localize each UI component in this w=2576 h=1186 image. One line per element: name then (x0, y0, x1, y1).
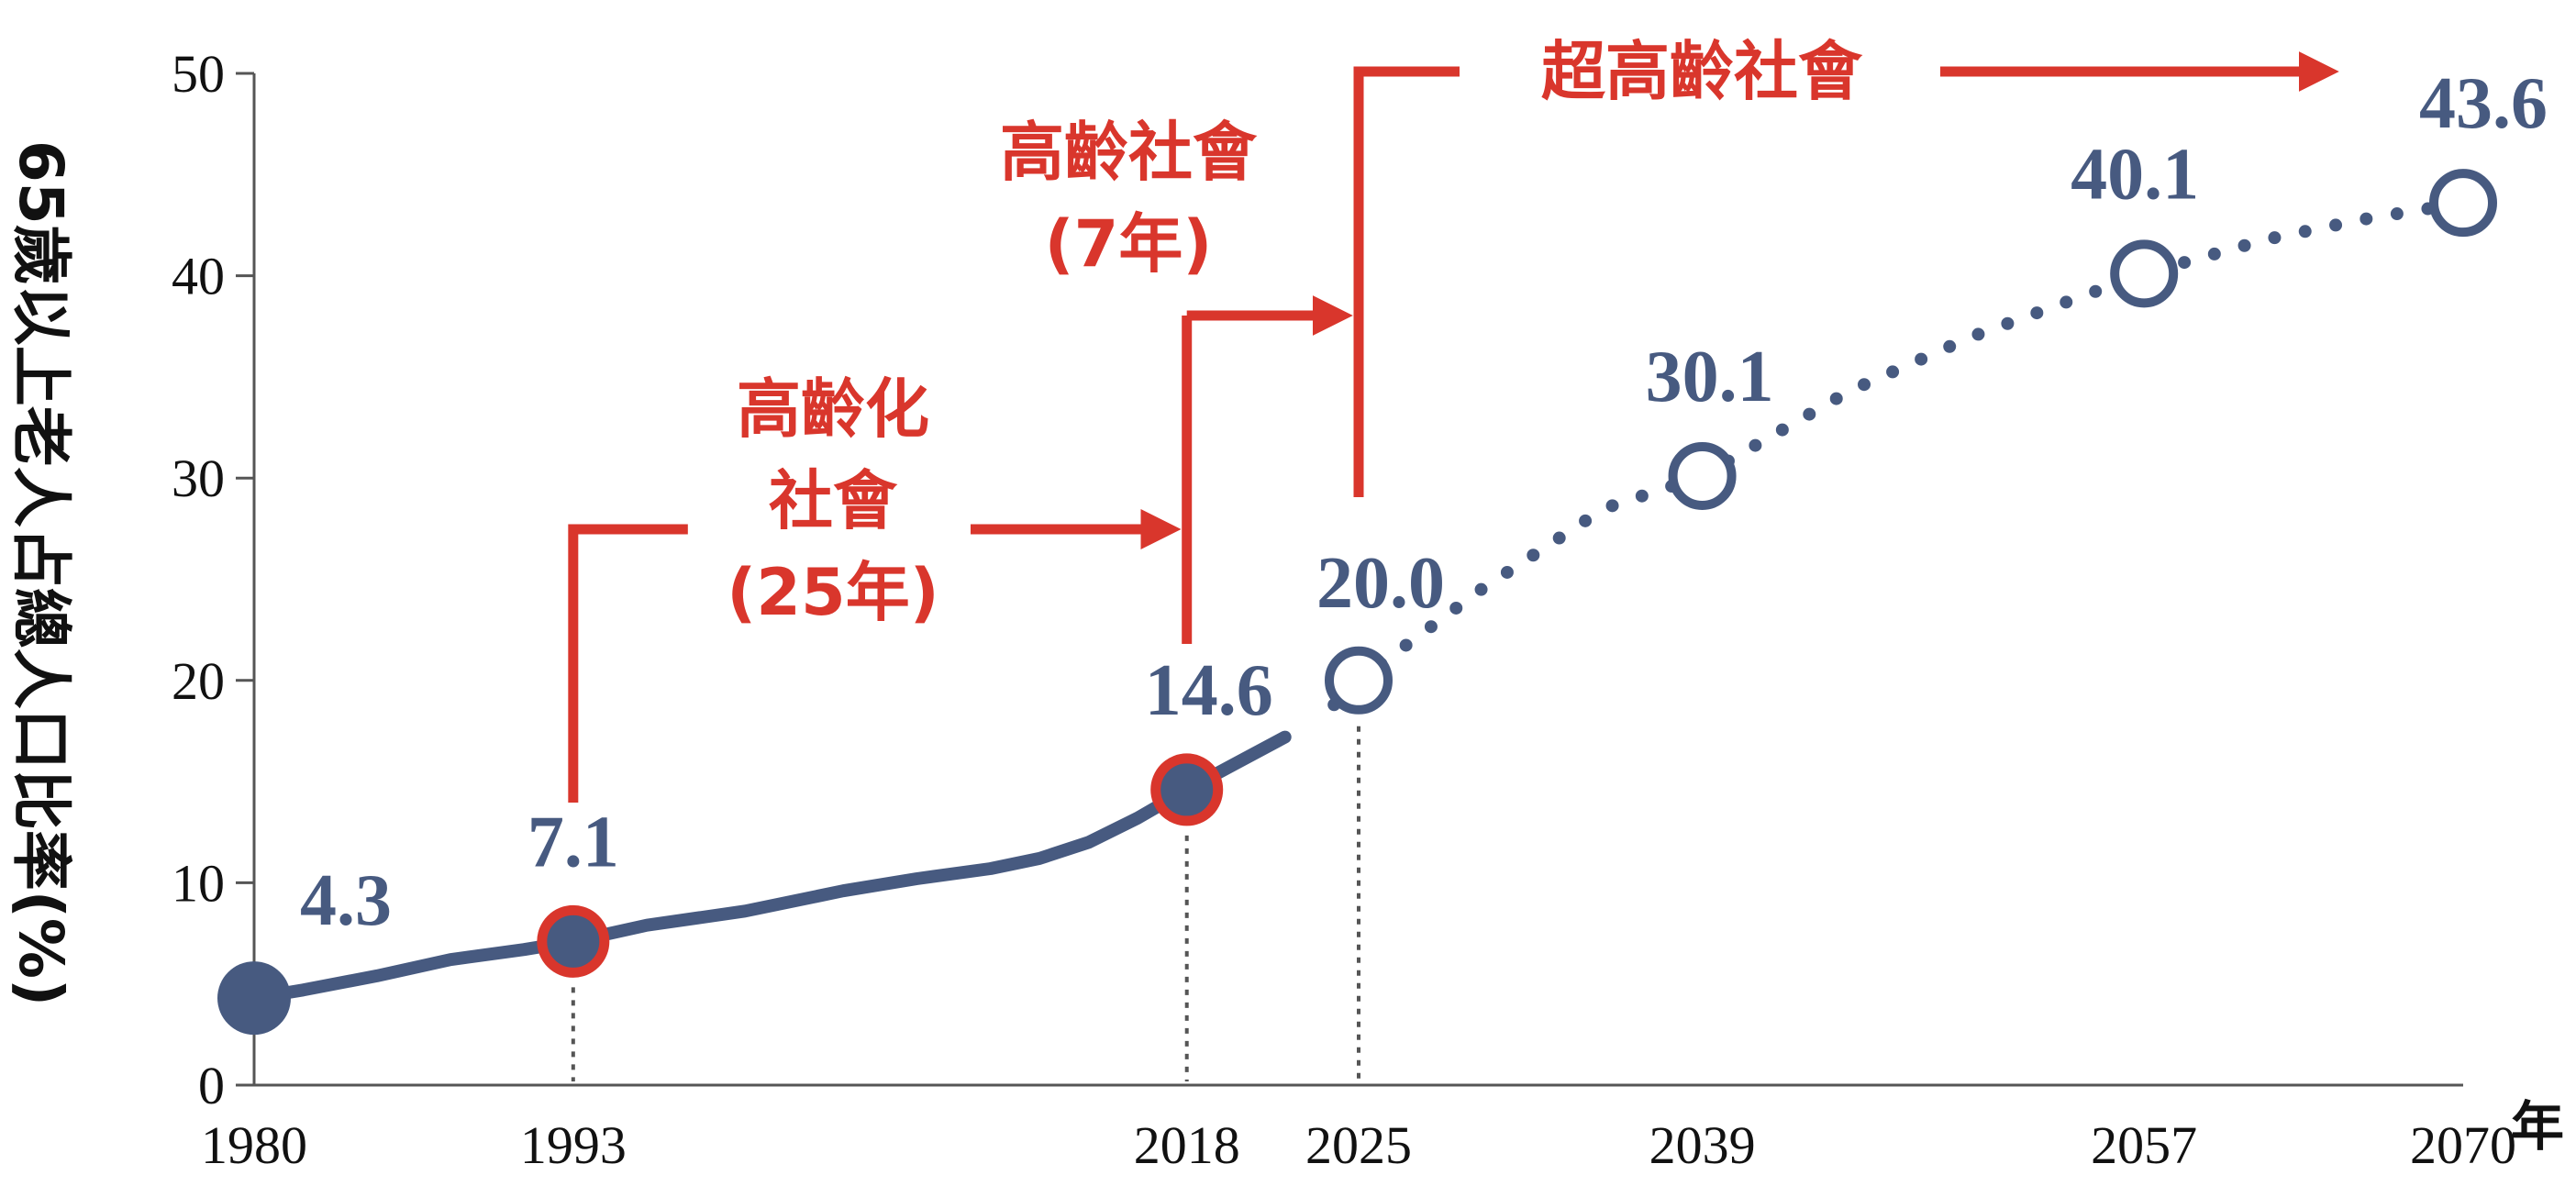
series-lines (248, 196, 2470, 1005)
historical-series-line (248, 730, 1292, 1005)
data-label: 4.3 (300, 860, 392, 941)
x-tick-label: 2070 (2410, 1115, 2516, 1175)
data-label: 7.1 (527, 802, 619, 882)
y-tick-label: 50 (172, 44, 225, 104)
x-tick-label: 2025 (1305, 1115, 1412, 1175)
x-axis-unit: 年 (2511, 1095, 2564, 1158)
y-tick-label: 40 (172, 247, 225, 306)
x-tick-label: 2018 (1134, 1115, 1240, 1175)
annotation-text: 社會 (769, 463, 898, 538)
y-axis-label: 65歲以上老人占總人口比率(%) (6, 140, 76, 1006)
y-tick-label: 30 (172, 449, 225, 508)
x-tick-label: 2057 (2091, 1115, 2197, 1175)
y-tick-label: 0 (198, 1056, 225, 1115)
annotation-text: (25年) (727, 555, 938, 630)
data-point (1668, 441, 1737, 510)
point-guides (571, 726, 1360, 1081)
data-label: 40.1 (2071, 134, 2199, 215)
data-point (2110, 239, 2179, 308)
y-tick-label: 20 (172, 651, 225, 711)
data-markers (217, 169, 2497, 1036)
data-point (537, 904, 610, 978)
data-label: 30.1 (1646, 337, 1774, 417)
data-label: 14.6 (1145, 650, 1273, 731)
x-tick-label: 1993 (520, 1115, 627, 1175)
projected-series-line (1327, 196, 2470, 712)
annotation-bracket (568, 524, 688, 803)
x-tick-label: 2039 (1649, 1115, 1756, 1175)
data-labels: 4.3 7.1 14.6 20.0 30.1 40.1 43.6 (300, 63, 2548, 941)
annotation-bracket (1353, 66, 1460, 497)
x-tick-label: 1980 (201, 1115, 307, 1175)
data-point (217, 961, 291, 1036)
data-label: 20.0 (1316, 543, 1445, 624)
annotation-text: 高齡化 (737, 371, 929, 447)
data-point (1150, 753, 1224, 826)
data-point (2429, 169, 2497, 238)
annotation-text: 超高齡社會 (1541, 34, 1863, 109)
y-tick-label: 10 (172, 853, 225, 913)
annotation-text: (7年) (1045, 206, 1213, 282)
data-point (1325, 646, 1393, 715)
annotation-text: 高齡社會 (1000, 115, 1258, 190)
chart-axes: 0 10 20 30 40 50 1980 1993 2018 2025 2039 2057 2070 (172, 44, 2516, 1175)
data-label: 43.6 (2419, 63, 2548, 144)
